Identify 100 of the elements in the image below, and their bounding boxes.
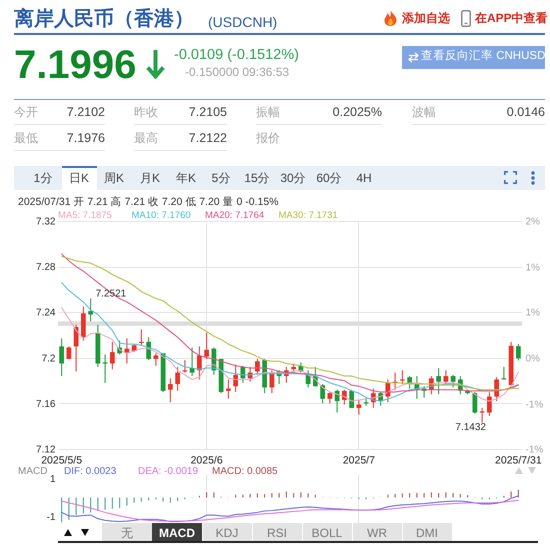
text: 1分 [34,171,52,185]
text: 年K [176,171,196,185]
text: 无 [121,526,133,540]
candlestick [102,354,108,384]
y-tick-label: 7.16 [36,398,56,410]
candlestick [204,332,210,360]
candlestick [480,407,485,424]
text: 离岸人民币（香港） [14,8,194,30]
candlestick [516,343,521,362]
text: 7.2122 [188,131,227,145]
text: -0.150000 09:36:53 [185,64,290,78]
text: 0.0146 [506,105,545,119]
text: BOLL [312,526,342,540]
candlestick [66,346,72,360]
candlestick [356,399,362,416]
text: (USDCNH) [208,14,278,30]
text: 4H [356,171,372,185]
text: WR [367,526,387,540]
text: 15分 [244,171,270,185]
candlestick [392,372,398,390]
text: 查看反向汇率 CNHUSD [421,50,546,62]
y-tick-label: 7.2 [42,353,56,364]
text: 最低 [14,131,38,145]
text: 0.2025% [332,105,382,119]
text: 60分 [316,171,342,185]
text: 周K [104,171,124,185]
candlestick [74,324,79,372]
candlestick [88,298,94,322]
series-label: MACD: 0.0085 [212,466,279,477]
text: 7.1996 [14,43,136,87]
candlestick [436,368,442,395]
text: MA20: 7.1764 [205,210,266,220]
y2-tick-label: -1% [526,444,544,456]
text: DIF: 0.0023 [64,466,118,477]
y-tick-label: -1 [46,511,56,522]
text: 7.2105 [188,105,227,119]
text: 7.2102 [66,105,105,119]
candlestick [334,389,340,414]
candlestick [175,366,180,392]
candlestick [226,378,231,400]
x-tick-label: 2025/7/31 [495,454,542,466]
candlestick [486,392,492,416]
candlestick [240,365,246,384]
candlestick [450,374,456,388]
candlestick [59,338,64,377]
candlestick [400,370,405,385]
text: 7.1976 [66,131,105,145]
text: 最高 [134,131,158,145]
candlestick [472,392,478,414]
candlestick [501,366,506,380]
annotation: 7.1432 [455,422,486,432]
candlestick [190,347,195,377]
text: 月K [140,171,160,185]
candlestick [196,346,202,380]
text: DMI [416,526,438,540]
text: 昨收 [134,105,158,119]
candlestick [320,384,326,404]
text: 2025/07/31 开 7.21 高 7.21 收 7.20 低 7.20 量 0 -0.15% [18,196,278,208]
text: MA10: 7.1760 [132,210,192,220]
y2-tick-label: 1% [526,308,540,319]
candlestick [349,389,354,408]
text: DEA: -0.0019 [138,466,200,477]
y2-tick-label: 2% [526,216,540,228]
text: 日K [68,171,90,185]
text: MA30: 7.1731 [278,210,339,220]
candlestick [182,360,188,374]
text: 今开 [14,105,38,119]
text: MA5: 7.1875 [58,210,113,220]
candlestick [254,358,260,376]
text: 添加自选 [402,11,450,25]
y-tick-label: 7.12 [36,444,56,456]
line-series [61,499,519,522]
candlestick [233,364,238,392]
y-tick-label: 7.28 [36,262,56,274]
y2-tick-label: 0% [526,353,540,364]
candlestick [138,328,144,346]
x-tick-label: 2025/6 [190,454,223,466]
candlestick [168,378,173,403]
candlestick [443,370,448,385]
text: 5分 [212,171,230,185]
candlestick [327,392,332,404]
text: 30分 [280,171,306,185]
y-tick-label: 7.32 [36,216,56,228]
chart-title: MACD [18,466,48,477]
text: MACD [159,526,195,540]
y2-tick-label: -1% [526,399,544,410]
y-tick-label: 7.24 [36,308,56,319]
text: 振幅 [256,105,280,119]
line-series [61,494,519,522]
text: KDJ [216,526,238,540]
x-tick-label: 2025/7 [342,454,376,466]
y2-tick-label: 1% [526,262,540,274]
candlestick [269,370,274,394]
x-tick-label: 2025/5/5 [41,454,82,466]
text: RSI [266,526,288,540]
candlestick [110,341,115,370]
y-tick-label: 1 [50,474,56,485]
text: 报价 [256,131,280,145]
candlestick [342,389,347,406]
line-series [61,282,519,402]
